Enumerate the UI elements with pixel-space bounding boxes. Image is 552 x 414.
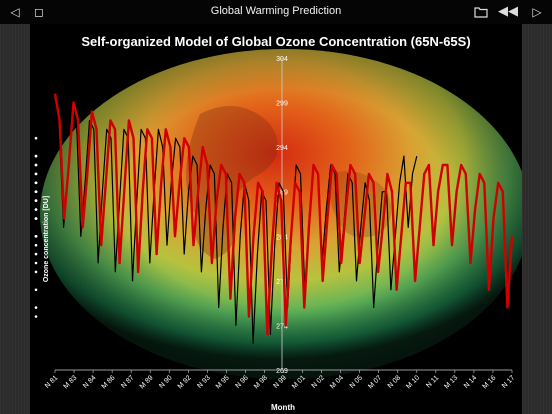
y-axis-label: Ozone concentration [DU]	[43, 196, 50, 282]
validation-point	[34, 270, 38, 274]
x-tick-label: N 17	[501, 374, 516, 389]
x-tick-label: M 10	[405, 374, 421, 390]
validation-point	[34, 235, 38, 238]
right-margin	[522, 24, 552, 414]
left-margin	[0, 24, 30, 414]
x-tick-label: M 92	[177, 374, 193, 390]
x-tick-label: M 04	[329, 374, 345, 390]
validation-point	[34, 154, 38, 158]
x-tick-label: N 87	[120, 374, 135, 389]
x-tick-label: N 90	[158, 374, 173, 389]
play-icon[interactable]: ▷	[532, 5, 542, 19]
x-tick-label: M 07	[367, 374, 383, 390]
x-tick-label: N 11	[425, 374, 440, 389]
validation-point	[34, 208, 38, 211]
validation-point	[34, 163, 38, 167]
chart-panel: Self-organized Model of Global Ozone Con…	[30, 24, 522, 414]
validation-point	[34, 315, 38, 318]
validation-point	[34, 190, 38, 193]
rewind-icon[interactable]: ◀◀	[498, 4, 518, 19]
folder-icon[interactable]	[472, 3, 490, 21]
x-tick-label: M 83	[63, 374, 79, 390]
observed-series-line	[54, 110, 418, 344]
validation-point	[34, 261, 38, 265]
x-tick-label: M 16	[481, 374, 497, 390]
back-icon[interactable]: ◁	[10, 5, 20, 19]
x-tick-label: N 84	[82, 374, 97, 389]
validation-point	[34, 217, 38, 220]
square-icon[interactable]: ◻	[34, 5, 44, 19]
x-tick-label: N 81	[44, 374, 59, 389]
x-tick-label: N 14	[463, 374, 478, 389]
validation-point	[34, 172, 38, 176]
validation-point	[34, 306, 38, 309]
validation-point	[34, 136, 38, 140]
ozone-chart: Self-organized Model of Global Ozone Con…	[34, 34, 522, 412]
chart-title: Self-organized Model of Global Ozone Con…	[81, 34, 470, 49]
validation-point	[34, 181, 38, 185]
x-tick-label: M 86	[101, 374, 117, 390]
model-series-line	[53, 93, 514, 336]
validation-point	[34, 252, 38, 256]
x-tick-label: M 89	[139, 374, 155, 390]
x-tick-label: N 05	[349, 374, 364, 389]
validation-point	[34, 288, 38, 292]
x-tick-label: M 95	[215, 374, 231, 390]
validation-point	[34, 199, 38, 202]
validation-point	[34, 243, 38, 247]
y-tick-label: 269	[276, 368, 288, 375]
app-title: Global Warming Prediction	[210, 5, 342, 17]
x-axis-label: Month	[271, 403, 295, 412]
x-tick-label: M 13	[443, 374, 459, 390]
x-tick-label: N 93	[196, 374, 211, 389]
x-tick-label: N 08	[387, 374, 402, 389]
title-bar: ◁ ◻ Global Warming Prediction ◀◀ ▷	[0, 0, 552, 24]
